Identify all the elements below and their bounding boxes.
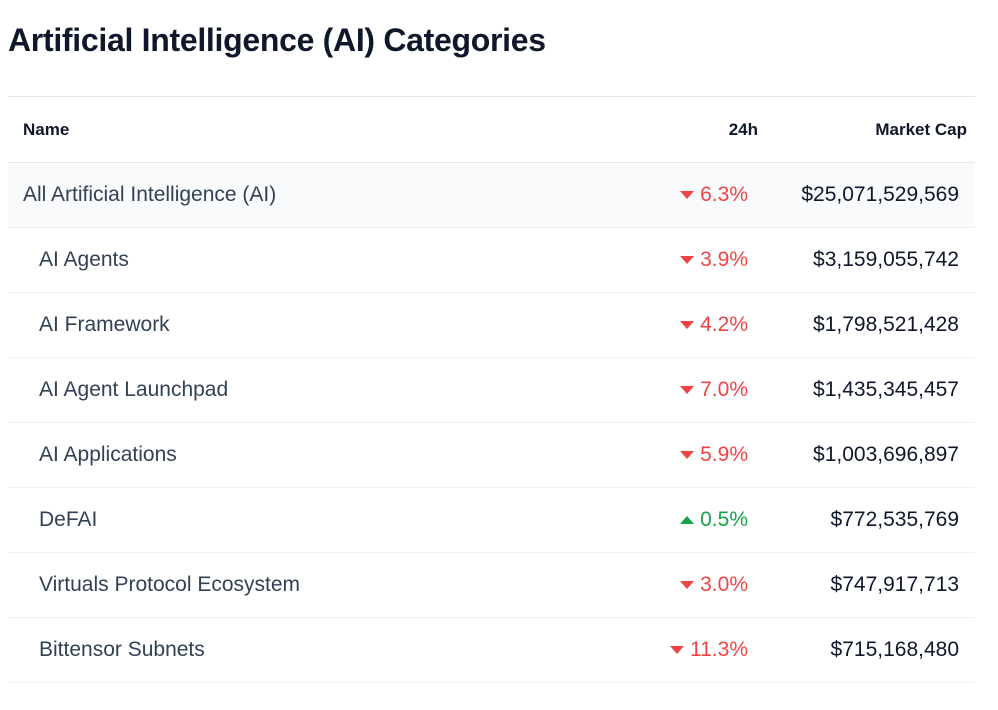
table-row[interactable]: AI Applications 5.9% $1,003,696,897: [8, 423, 975, 488]
category-name-link[interactable]: Virtuals Protocol Ecosystem: [39, 573, 301, 596]
column-header-name[interactable]: Name: [23, 119, 70, 139]
market-cap-value: $3,159,055,742: [813, 248, 959, 271]
change-value: 6.3%: [700, 183, 748, 206]
change-value: 7.0%: [700, 378, 748, 401]
column-header-24h[interactable]: 24h: [728, 119, 758, 139]
table-row[interactable]: AI Agent Launchpad 7.0% $1,435,345,457: [8, 358, 975, 423]
change-value: 11.3%: [690, 638, 748, 661]
market-cap-value: $1,003,696,897: [813, 443, 959, 466]
table-row[interactable]: AI Framework 4.2% $1,798,521,428: [8, 293, 975, 358]
change-value: 0.5%: [700, 508, 748, 531]
caret-down-icon: [680, 386, 695, 394]
change-24h: 4.2%: [628, 313, 748, 337]
caret-down-icon: [680, 451, 695, 459]
category-name-link[interactable]: AI Applications: [39, 443, 177, 466]
category-name-link[interactable]: AI Agents: [39, 248, 129, 271]
change-24h: 5.9%: [628, 443, 748, 467]
category-name-link[interactable]: DeFAI: [39, 508, 98, 531]
table-header: Name 24h Market Cap: [8, 97, 975, 163]
caret-down-icon: [670, 646, 684, 654]
table-row[interactable]: DeFAI 0.5% $772,535,769: [8, 488, 975, 553]
table-row[interactable]: All Artificial Intelligence (AI) 6.3% $2…: [8, 163, 975, 228]
caret-up-icon: [680, 516, 695, 524]
change-24h: 7.0%: [628, 378, 748, 402]
market-cap-value: $1,798,521,428: [813, 313, 959, 336]
categories-table: Name 24h Market Cap All Artificial Intel…: [8, 96, 975, 683]
change-value: 3.0%: [700, 573, 748, 596]
change-value: 4.2%: [700, 313, 748, 336]
table-row[interactable]: AI Agents 3.9% $3,159,055,742: [8, 228, 975, 293]
change-24h: 0.5%: [628, 508, 748, 532]
caret-down-icon: [680, 256, 695, 264]
change-value: 3.9%: [700, 248, 748, 271]
caret-down-icon: [680, 321, 695, 329]
category-name-link[interactable]: AI Agent Launchpad: [39, 378, 229, 401]
category-name-link[interactable]: Bittensor Subnets: [39, 638, 205, 661]
table-row[interactable]: Bittensor Subnets 11.3% $715,168,480: [8, 618, 975, 683]
change-24h: 11.3%: [628, 638, 748, 662]
market-cap-value: $715,168,480: [830, 638, 959, 661]
change-24h: 3.9%: [628, 248, 748, 272]
market-cap-value: $25,071,529,569: [801, 183, 959, 206]
column-header-market-cap[interactable]: Market Cap: [875, 119, 967, 139]
market-cap-value: $772,535,769: [830, 508, 959, 531]
market-cap-value: $747,917,713: [830, 573, 959, 596]
table-row[interactable]: Virtuals Protocol Ecosystem 3.0% $747,91…: [8, 553, 975, 618]
category-name-link[interactable]: AI Framework: [39, 313, 170, 336]
page-title: Artificial Intelligence (AI) Categories: [8, 22, 546, 58]
market-cap-value: $1,435,345,457: [813, 378, 959, 401]
caret-down-icon: [680, 191, 695, 199]
caret-down-icon: [680, 581, 695, 589]
change-24h: 3.0%: [628, 573, 748, 597]
change-value: 5.9%: [700, 443, 748, 466]
category-name-link[interactable]: All Artificial Intelligence (AI): [23, 183, 277, 206]
change-24h: 6.3%: [628, 183, 748, 207]
